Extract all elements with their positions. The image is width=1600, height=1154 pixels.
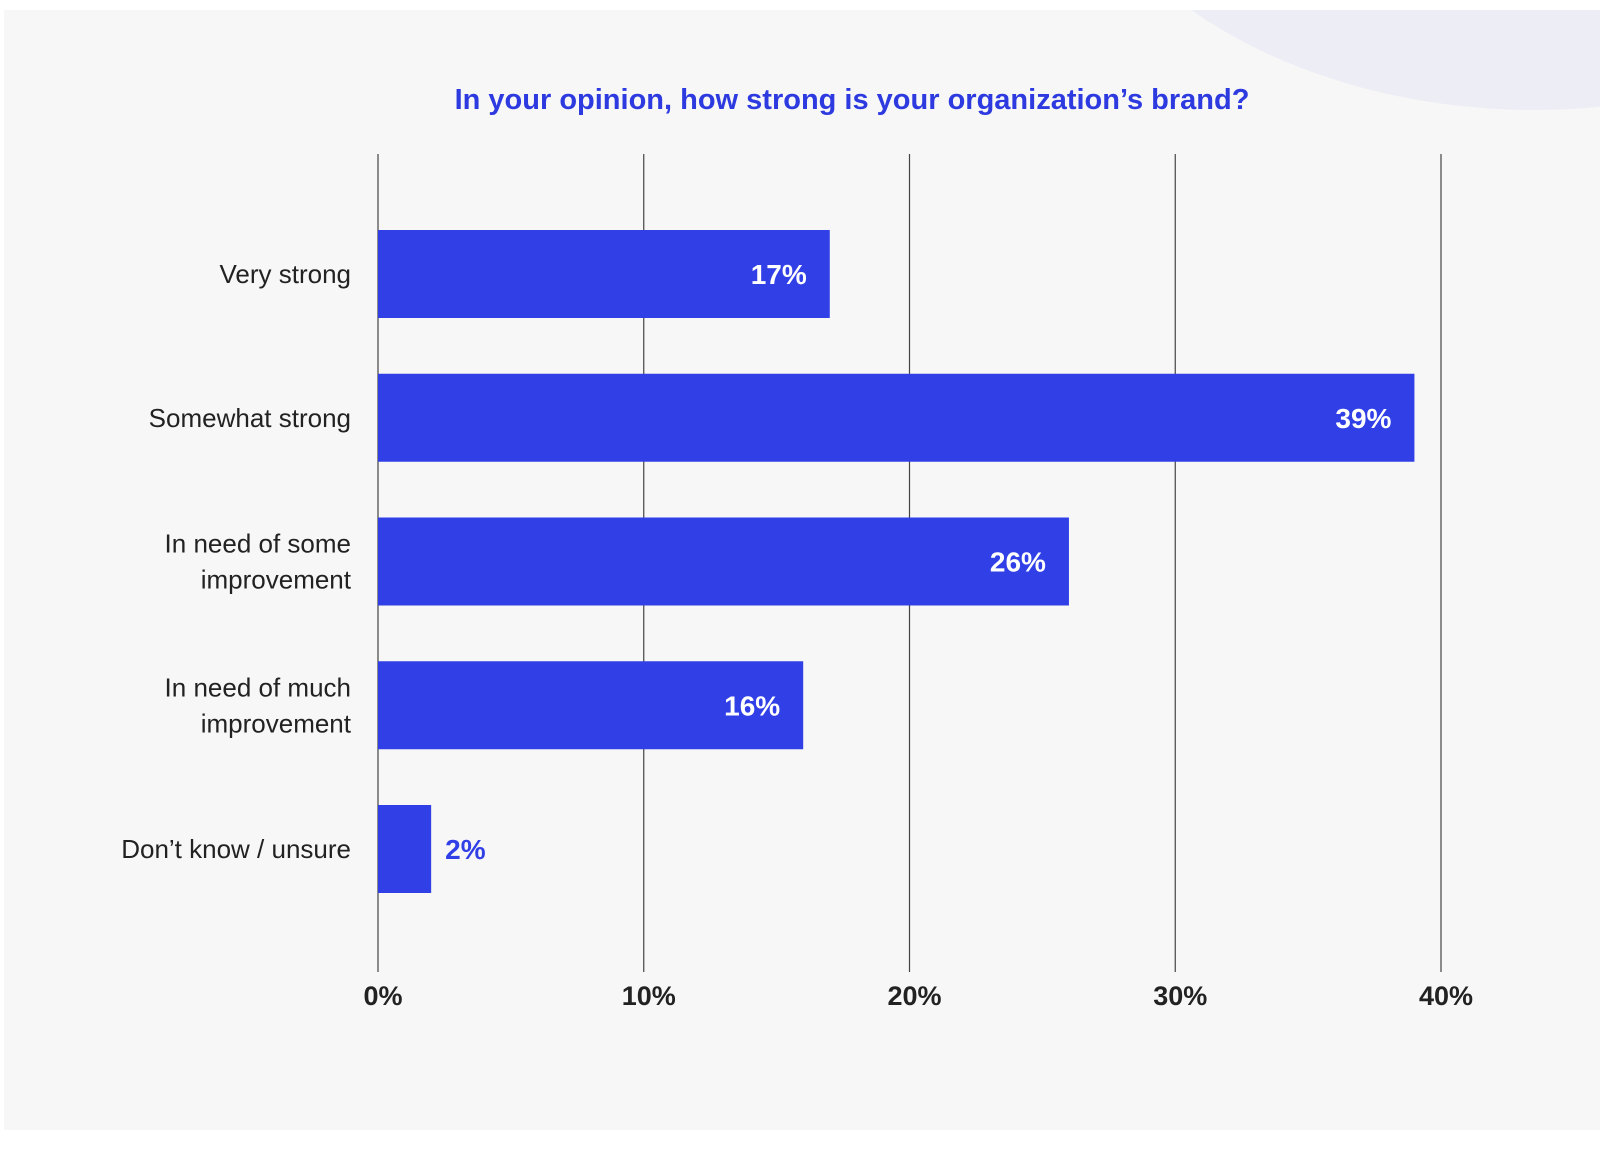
bar bbox=[378, 517, 1069, 606]
category-label: Don’t know / unsure bbox=[121, 834, 351, 864]
bar-value-label: 2% bbox=[445, 834, 486, 865]
category-label: In need of much improvement bbox=[165, 672, 352, 738]
x-tick-label: 0% bbox=[363, 981, 402, 1011]
bar-value-label: 16% bbox=[724, 690, 780, 721]
x-tick-label: 10% bbox=[622, 981, 676, 1011]
bar-value-label: 17% bbox=[751, 259, 807, 290]
category-label: In need of some improvement bbox=[165, 529, 352, 595]
bar-value-label: 39% bbox=[1335, 403, 1391, 434]
bar bbox=[378, 661, 804, 750]
x-axis-ticks: 0% 10% 20% 30% 40% bbox=[363, 981, 1473, 1011]
x-tick-label: 30% bbox=[1153, 981, 1207, 1011]
category-label: Very strong bbox=[219, 259, 351, 289]
x-tick-label: 20% bbox=[887, 981, 941, 1011]
bar-value-label: 26% bbox=[990, 547, 1046, 578]
bars: 17% 39% 26% 16% 2% bbox=[378, 230, 1415, 893]
category-label: Somewhat strong bbox=[149, 403, 351, 433]
x-tick-label: 40% bbox=[1419, 981, 1473, 1011]
chart-title: In your opinion, how strong is your orga… bbox=[455, 84, 1250, 116]
bar bbox=[378, 373, 1415, 462]
bar bbox=[378, 805, 432, 893]
bar bbox=[378, 230, 830, 318]
category-labels: Very strong Somewhat strong In need of som… bbox=[121, 259, 352, 864]
